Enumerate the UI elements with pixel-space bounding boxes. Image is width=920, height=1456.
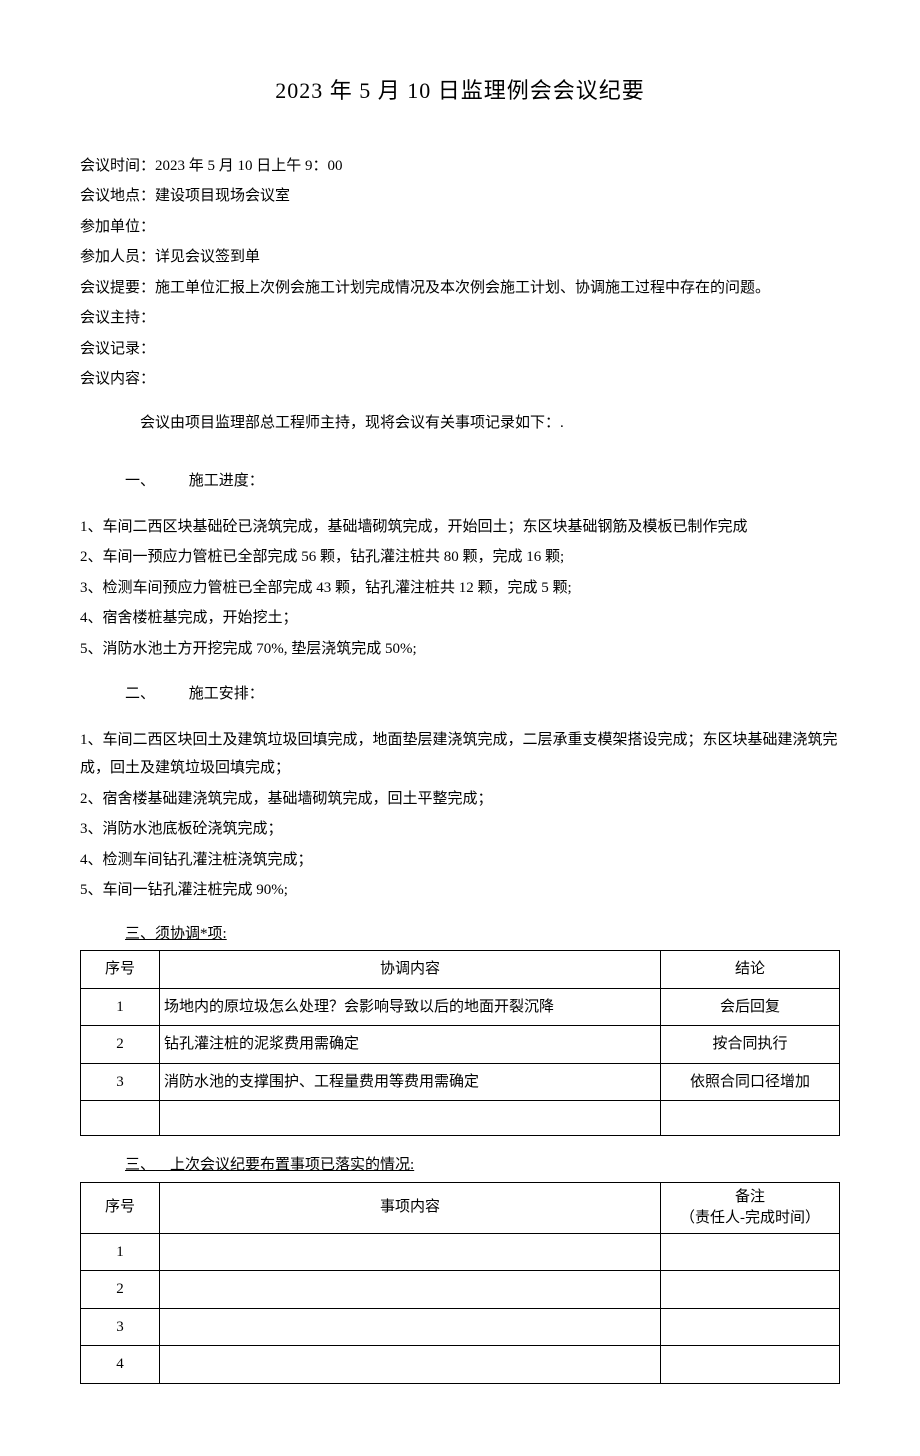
table-row: 1	[81, 1233, 840, 1271]
cell-result: 按合同执行	[661, 1026, 840, 1064]
list-item: 5、消防水池土方开挖完成 70%, 垫层浇筑完成 50%;	[80, 635, 840, 664]
coord-col-content: 协调内容	[160, 951, 661, 989]
cell-content: 钻孔灌注桩的泥浆费用需确定	[160, 1026, 661, 1064]
cell-content: 场地内的原垃圾怎么处理？会影响导致以后的地面开裂沉降	[160, 988, 661, 1026]
cell-note	[661, 1271, 840, 1309]
coord-col-result: 结论	[661, 951, 840, 989]
cell-content	[160, 1233, 661, 1271]
prev-col-note-a: 备注	[735, 1189, 765, 1205]
cell-num: 2	[81, 1026, 160, 1064]
table-row: 2	[81, 1271, 840, 1309]
prev-col-num: 序号	[81, 1182, 160, 1233]
cell-content	[160, 1271, 661, 1309]
meta-units-label: 参加单位：	[80, 219, 155, 235]
prev-col-content: 事项内容	[160, 1182, 661, 1233]
cell-num: 4	[81, 1346, 160, 1384]
meta-place-label: 会议地点：	[80, 188, 155, 204]
section2-num: 二、	[125, 686, 155, 702]
cell-num: 3	[81, 1308, 160, 1346]
list-item: 2、宿舍楼基础建浇筑完成，基础墙砌筑完成，回土平整完成；	[80, 785, 840, 814]
intro-line: 会议由项目监理部总工程师主持，现将会议有关事项记录如下：.	[80, 409, 840, 438]
meeting-meta: 会议时间：2023 年 5 月 10 日上午 9：00 会议地点：建设项目现场会…	[80, 152, 840, 394]
section-coord-heading: 三、须协调*项:	[80, 920, 840, 949]
section1-title: 施工进度：	[189, 473, 264, 489]
cell-result: 依照合同口径增加	[661, 1063, 840, 1101]
meta-abstract-value: 施工单位汇报上次例会施工计划完成情况及本次例会施工计划、协调施工过程中存在的问题…	[155, 280, 770, 296]
coord-col-num: 序号	[81, 951, 160, 989]
cell-result: 会后回复	[661, 988, 840, 1026]
section1-num: 一、	[125, 473, 155, 489]
section2-list: 1、车间二西区块回土及建筑垃圾回填完成，地面垫层建浇筑完成，二层承重支模架搭设完…	[80, 726, 840, 905]
table-row: 3	[81, 1308, 840, 1346]
meta-place-value: 建设项目现场会议室	[155, 188, 290, 204]
table-row: 2 钻孔灌注桩的泥浆费用需确定 按合同执行	[81, 1026, 840, 1064]
cell-content	[160, 1346, 661, 1384]
cell-content	[160, 1308, 661, 1346]
cell-num: 2	[81, 1271, 160, 1309]
section1-heading: 一、 施工进度：	[80, 467, 264, 496]
section-prev-num: 三、	[125, 1157, 155, 1173]
meta-people-label: 参加人员：	[80, 249, 155, 265]
meta-time-label: 会议时间：	[80, 158, 155, 174]
meta-content-label: 会议内容：	[80, 365, 840, 394]
cell-note	[661, 1233, 840, 1271]
cell-num: 1	[81, 1233, 160, 1271]
table-row: 4	[81, 1346, 840, 1384]
meta-recorder-label: 会议记录：	[80, 341, 155, 357]
cell-note	[661, 1346, 840, 1384]
list-item: 5、车间一钻孔灌注桩完成 90%;	[80, 876, 840, 905]
cell-content: 消防水池的支撑围护、工程量费用等费用需确定	[160, 1063, 661, 1101]
coord-table: 序号 协调内容 结论 1 场地内的原垃圾怎么处理？会影响导致以后的地面开裂沉降 …	[80, 950, 840, 1136]
table-row: 1 场地内的原垃圾怎么处理？会影响导致以后的地面开裂沉降 会后回复	[81, 988, 840, 1026]
cell-num	[81, 1101, 160, 1136]
cell-content	[160, 1101, 661, 1136]
prev-table: 序号 事项内容 备注 （责任人-完成时间） 1 2 3 4	[80, 1182, 840, 1384]
section-prev-title: 上次会议纪要布置事项已落实的情况:	[170, 1157, 414, 1173]
prev-col-note-b: （责任人-完成时间）	[680, 1210, 820, 1226]
meta-time-value: 2023 年 5 月 10 日上午 9：00	[155, 158, 343, 174]
section1-list: 1、车间二西区块基础砼已浇筑完成，基础墙砌筑完成，开始回土；东区块基础钢筋及模板…	[80, 513, 840, 664]
list-item: 4、检测车间钻孔灌注桩浇筑完成；	[80, 846, 840, 875]
cell-note	[661, 1308, 840, 1346]
list-item: 1、车间二西区块回土及建筑垃圾回填完成，地面垫层建浇筑完成，二层承重支模架搭设完…	[80, 726, 840, 783]
section-coord-text: 三、须协调*项:	[125, 926, 227, 942]
list-item: 2、车间一预应力管桩已全部完成 56 颗，钻孔灌注桩共 80 颗，完成 16 颗…	[80, 543, 840, 572]
list-item: 3、消防水池底板砼浇筑完成；	[80, 815, 840, 844]
list-item: 3、检测车间预应力管桩已全部完成 43 颗，钻孔灌注桩共 12 颗，完成 5 颗…	[80, 574, 840, 603]
list-item: 4、宿舍楼桩基完成，开始挖土；	[80, 604, 840, 633]
cell-result	[661, 1101, 840, 1136]
meta-abstract-label: 会议提要：	[80, 280, 155, 296]
table-row: 3 消防水池的支撑围护、工程量费用等费用需确定 依照合同口径增加	[81, 1063, 840, 1101]
page-title: 2023 年 5 月 10 日监理例会会议纪要	[80, 70, 840, 112]
section2-heading: 二、 施工安排：	[80, 680, 264, 709]
cell-num: 3	[81, 1063, 160, 1101]
meta-host-label: 会议主持：	[80, 310, 155, 326]
table-row	[81, 1101, 840, 1136]
section2-title: 施工安排：	[189, 686, 264, 702]
meta-people-value: 详见会议签到单	[155, 249, 260, 265]
cell-num: 1	[81, 988, 160, 1026]
section-prev-heading: 三、 上次会议纪要布置事项已落实的情况:	[80, 1151, 840, 1180]
list-item: 1、车间二西区块基础砼已浇筑完成，基础墙砌筑完成，开始回土；东区块基础钢筋及模板…	[80, 513, 840, 542]
prev-col-note: 备注 （责任人-完成时间）	[661, 1182, 840, 1233]
